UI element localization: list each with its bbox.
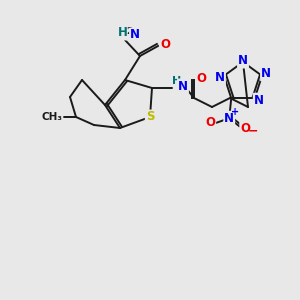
Text: −: −: [248, 125, 259, 138]
Text: 2: 2: [126, 26, 132, 35]
Text: N: N: [130, 28, 140, 41]
Text: O: O: [160, 38, 170, 52]
Text: S: S: [146, 110, 154, 124]
Text: H: H: [172, 76, 182, 86]
Text: CH₃: CH₃: [41, 112, 62, 122]
Text: O: O: [240, 122, 250, 135]
Text: N: N: [178, 80, 188, 92]
Text: N: N: [261, 67, 271, 80]
Text: N: N: [224, 112, 234, 125]
Text: O: O: [205, 116, 215, 129]
Text: +: +: [231, 107, 239, 117]
Text: H: H: [118, 26, 128, 40]
Text: N: N: [238, 55, 248, 68]
Text: N: N: [215, 71, 225, 84]
Text: O: O: [196, 73, 206, 85]
Text: N: N: [254, 94, 264, 107]
